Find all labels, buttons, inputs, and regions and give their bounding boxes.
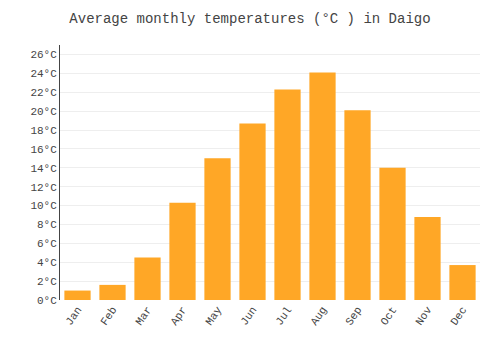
svg-text:May: May: [203, 304, 224, 327]
svg-text:16°C: 16°C: [30, 144, 57, 156]
svg-text:Oct: Oct: [378, 304, 399, 327]
svg-text:Sep: Sep: [343, 304, 364, 327]
svg-text:Jul: Jul: [273, 304, 294, 327]
svg-text:24°C: 24°C: [30, 68, 57, 80]
svg-text:Aug: Aug: [308, 304, 329, 327]
svg-text:0°C: 0°C: [37, 295, 57, 307]
svg-text:Mar: Mar: [133, 304, 154, 327]
svg-text:8°C: 8°C: [37, 219, 57, 231]
svg-text:Jan: Jan: [63, 304, 84, 327]
svg-text:10°C: 10°C: [30, 200, 57, 212]
svg-text:20°C: 20°C: [30, 106, 57, 118]
svg-text:Feb: Feb: [98, 304, 119, 327]
svg-text:18°C: 18°C: [30, 125, 57, 137]
svg-text:14°C: 14°C: [30, 163, 57, 175]
svg-text:26°C: 26°C: [30, 49, 57, 61]
svg-text:12°C: 12°C: [30, 182, 57, 194]
svg-text:2°C: 2°C: [37, 276, 57, 288]
svg-text:Nov: Nov: [413, 304, 434, 327]
svg-text:Apr: Apr: [168, 304, 189, 327]
svg-text:Jun: Jun: [238, 304, 259, 327]
svg-text:4°C: 4°C: [37, 257, 57, 269]
svg-text:6°C: 6°C: [37, 238, 57, 250]
svg-text:22°C: 22°C: [30, 87, 57, 99]
svg-text:Average monthly temperatures (: Average monthly temperatures (°C ) in Da…: [69, 11, 430, 27]
svg-text:Dec: Dec: [448, 304, 469, 327]
